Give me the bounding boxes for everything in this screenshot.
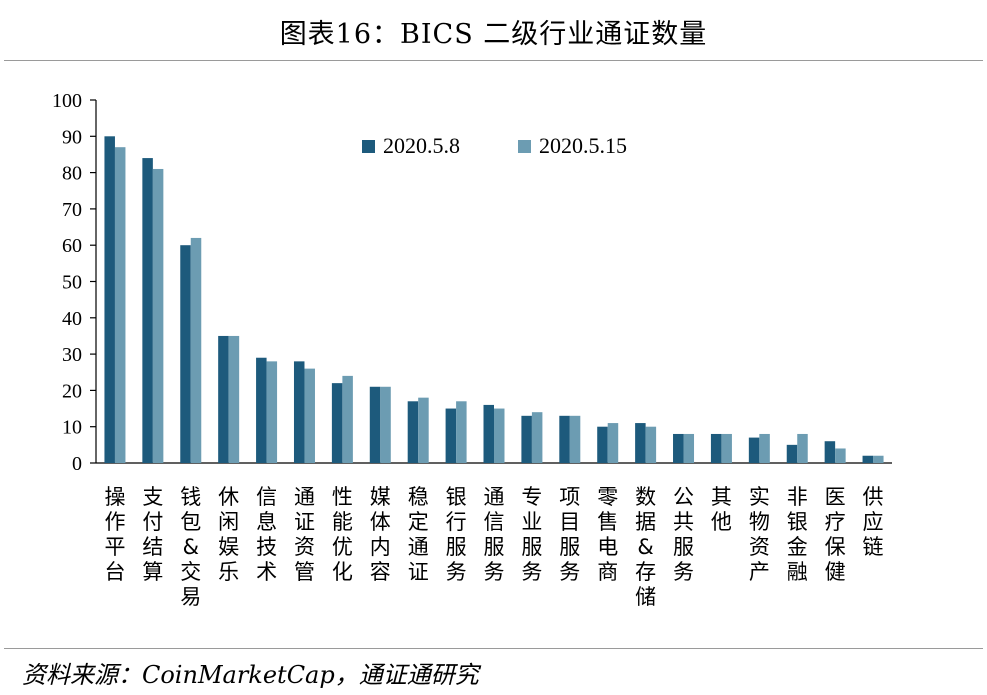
top-rule	[4, 60, 983, 61]
y-tick-label: 80	[62, 163, 82, 185]
bar-1	[445, 408, 457, 463]
x-category-label: 通信服务	[484, 485, 505, 584]
bar-1	[710, 433, 722, 463]
bar-1	[483, 404, 494, 463]
bar-2	[228, 335, 240, 463]
x-category-label: 零售电商	[597, 485, 618, 584]
bar-2	[759, 433, 770, 463]
bar-2	[797, 433, 808, 463]
y-tick-label: 40	[62, 308, 82, 330]
bar-1	[597, 426, 608, 463]
y-tick-label: 10	[62, 417, 82, 439]
legend-swatch-2	[518, 140, 531, 153]
bar-1	[256, 357, 267, 463]
y-tick-label: 100	[52, 90, 82, 112]
bar-2	[494, 408, 505, 463]
x-category-label: 其他	[711, 485, 732, 534]
bar-1	[293, 361, 305, 463]
bar-1	[635, 423, 646, 463]
legend-label-2: 2020.5.15	[539, 133, 627, 158]
bar-2	[835, 448, 846, 463]
x-category-label: 休闲娱乐	[218, 485, 239, 584]
bar-1	[407, 401, 419, 463]
bar-2	[152, 168, 164, 463]
bar-2	[190, 237, 202, 463]
x-category-label: 操作平台	[104, 485, 125, 584]
bar-1	[862, 455, 874, 463]
x-category-label: 供应链	[863, 485, 884, 559]
bar-chart: 0 10 20 30 40 50 60 70 80 90 100 操作平台支付结算钱包&交易休闲娱乐信…	[52, 90, 892, 609]
bar-1	[748, 437, 760, 463]
x-category-label: 实物资产	[749, 485, 770, 584]
bar-1	[180, 245, 191, 463]
x-category-label: 银行服务	[446, 485, 467, 584]
bar-2	[304, 368, 315, 463]
bar-2	[645, 426, 657, 463]
y-tick-label: 50	[62, 272, 82, 294]
y-tick-label: 0	[72, 453, 82, 475]
x-category-label: 支付结算	[142, 485, 163, 584]
x-category-label: 数据&存储	[635, 485, 656, 609]
x-category-label: 专业服务	[521, 485, 542, 584]
x-category-label: 医疗保健	[825, 485, 846, 584]
bottom-rule	[4, 648, 983, 649]
bar-1	[786, 444, 798, 463]
bar-2	[266, 361, 278, 463]
y-tick-label: 60	[62, 235, 82, 257]
bar-2	[607, 423, 619, 463]
source-note: 资料来源：CoinMarketCap，通证通研究	[22, 661, 479, 689]
y-tick-label: 20	[62, 380, 82, 402]
bar-1	[521, 415, 532, 463]
x-category-label: 媒体内容	[370, 485, 391, 584]
legend-label-1: 2020.5.8	[383, 133, 460, 158]
bar-2	[569, 415, 581, 463]
chart-title: 图表16：BICS 二级行业通证数量	[279, 19, 708, 50]
y-tick-label: 30	[62, 344, 82, 366]
x-category-label: 通证资管	[294, 485, 315, 584]
y-tick-label: 70	[62, 199, 82, 221]
x-category-label: 信息技术	[256, 485, 277, 584]
x-category-label: 公共服务	[673, 485, 694, 584]
bar-1	[369, 386, 381, 463]
y-tick-label: 90	[62, 126, 82, 148]
legend-swatch-1	[362, 140, 375, 153]
bar-1	[142, 158, 153, 463]
bar-2	[683, 433, 695, 463]
bar-1	[673, 433, 684, 463]
x-category-label: 钱包&交易	[180, 485, 201, 609]
bar-1	[559, 415, 570, 463]
x-category-label: 非银金融	[787, 485, 808, 584]
bar-2	[721, 433, 732, 463]
bar-1	[331, 383, 343, 463]
bar-2	[418, 397, 429, 463]
bar-2	[114, 147, 126, 463]
bar-1	[104, 136, 115, 464]
x-category-label: 性能优化	[332, 485, 353, 584]
bar-2	[342, 375, 353, 463]
bar-2	[873, 455, 884, 463]
x-category-label: 项目服务	[559, 485, 580, 584]
bar-1	[824, 441, 836, 463]
x-category-label: 稳定通证	[408, 485, 429, 584]
bar-2	[380, 386, 391, 463]
bar-1	[218, 335, 229, 463]
bar-2	[456, 401, 467, 463]
bar-2	[531, 412, 543, 463]
